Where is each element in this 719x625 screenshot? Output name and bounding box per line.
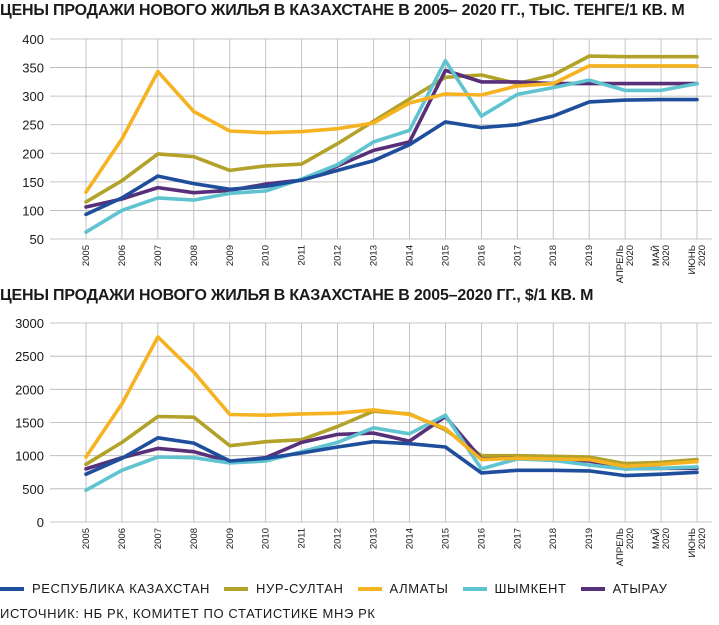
y-tick-label: 100 (22, 203, 44, 218)
legend-swatch-atyrau (580, 586, 605, 591)
x-tick-label: 2015 (440, 528, 451, 549)
series-line-шымкент (84, 58, 699, 234)
legend: РЕСПУБЛИКА КАЗАХСТАН НУР-СУЛТАН АЛМАТЫ Ш… (0, 581, 681, 596)
x-tick-label: 2013 (369, 245, 380, 266)
x-tick-label: ИЮНЬ2020 (687, 245, 708, 275)
legend-item-kazakhstan: РЕСПУБЛИКА КАЗАХСТАН (0, 581, 210, 596)
y-tick-label: 2500 (15, 349, 44, 364)
x-tick-label: МАЙ2020 (650, 528, 672, 549)
x-tick-label: 2014 (404, 528, 415, 549)
x-tick-label: 2013 (369, 528, 380, 549)
x-tick-label: 2005 (81, 528, 92, 549)
x-tick-label: 2009 (225, 528, 236, 549)
x-tick-label: 2010 (261, 245, 272, 266)
legend-item-atyrau: АТЫРАУ (580, 581, 668, 596)
series-line-алматы (84, 64, 699, 194)
y-tick-label: 250 (22, 118, 44, 133)
series-line-республика-казахстан (84, 435, 699, 478)
y-tick-label: 1500 (15, 416, 44, 431)
x-tick-label: АПРЕЛЬ2020 (615, 528, 636, 566)
x-tick-label: АПРЕЛЬ2020 (615, 245, 636, 283)
legend-swatch-kazakhstan (0, 586, 24, 591)
legend-item-nur-sultan: НУР-СУЛТАН (223, 581, 344, 596)
y-tick-label: 150 (22, 175, 44, 190)
x-tick-label: 2012 (333, 245, 344, 266)
x-tick-label: 2008 (189, 245, 200, 266)
x-tick-label: 2007 (153, 528, 164, 549)
x-tick-label: ИЮНЬ2020 (687, 528, 708, 558)
x-tick-label: 2014 (404, 245, 415, 266)
y-tick-label: 500 (22, 482, 44, 497)
series-line-нур-султан (84, 54, 699, 204)
x-tick-label: 2010 (261, 528, 272, 549)
chart-title-tenge: ЦЕНЫ ПРОДАЖИ НОВОГО ЖИЛЬЯ В КАЗАХСТАНЕ В… (0, 2, 685, 19)
x-tick-label: 2007 (153, 245, 164, 266)
y-tick-label: 350 (22, 61, 44, 76)
series-line-шымкент (84, 413, 699, 493)
x-tick-label: 2008 (189, 528, 200, 549)
legend-label-nur-sultan: НУР-СУЛТАН (255, 581, 344, 596)
legend-item-almaty: АЛМАТЫ (357, 581, 449, 596)
y-tick-label: 0 (37, 515, 44, 530)
y-tick-label: 200 (22, 146, 44, 161)
x-tick-label: 2019 (584, 245, 595, 266)
x-tick-label: 2011 (297, 528, 308, 548)
x-tick-label: 2018 (548, 528, 559, 549)
x-tick-label: 2006 (117, 245, 128, 266)
x-tick-label: 2017 (512, 245, 523, 266)
series-line-республика-казахстан (84, 97, 699, 217)
y-tick-label: 400 (22, 32, 44, 47)
y-tick-label: 2000 (15, 382, 44, 397)
legend-label-almaty: АЛМАТЫ (389, 581, 449, 596)
x-tick-label: 2011 (297, 245, 308, 265)
legend-swatch-almaty (357, 586, 382, 591)
legend-swatch-nur-sultan (223, 586, 248, 591)
source-note: ИСТОЧНИК: НБ РК, КОМИТЕТ ПО СТАТИСТИКЕ М… (0, 606, 376, 621)
x-tick-label: МАЙ2020 (650, 245, 672, 266)
x-tick-label: 2012 (333, 528, 344, 549)
x-tick-label: 2019 (584, 528, 595, 549)
legend-swatch-shymkent (462, 586, 487, 591)
chart-title-usd: ЦЕНЫ ПРОДАЖИ НОВОГО ЖИЛЬЯ В КАЗАХСТАНЕ В… (0, 287, 594, 304)
y-tick-label: 3000 (15, 316, 44, 331)
series-line-алматы (84, 335, 699, 469)
x-tick-label: 2018 (548, 245, 559, 266)
x-tick-label: 2016 (476, 245, 487, 266)
legend-label-atyrau: АТЫРАУ (612, 581, 668, 596)
y-tick-label: 1000 (15, 449, 44, 464)
x-tick-label: 2005 (81, 245, 92, 266)
x-tick-label: 2006 (117, 528, 128, 549)
y-tick-label: 300 (22, 89, 44, 104)
legend-label-kazakhstan: РЕСПУБЛИКА КАЗАХСТАН (32, 581, 210, 596)
series-line-атырау (84, 68, 699, 209)
x-tick-label: 2016 (476, 528, 487, 549)
legend-item-shymkent: ШЫМКЕНТ (462, 581, 567, 596)
x-tick-label: 2009 (225, 245, 236, 266)
legend-label-shymkent: ШЫМКЕНТ (494, 581, 567, 596)
x-tick-label: 2015 (440, 245, 451, 266)
y-tick-label: 50 (30, 232, 44, 247)
x-tick-label: 2017 (512, 528, 523, 549)
